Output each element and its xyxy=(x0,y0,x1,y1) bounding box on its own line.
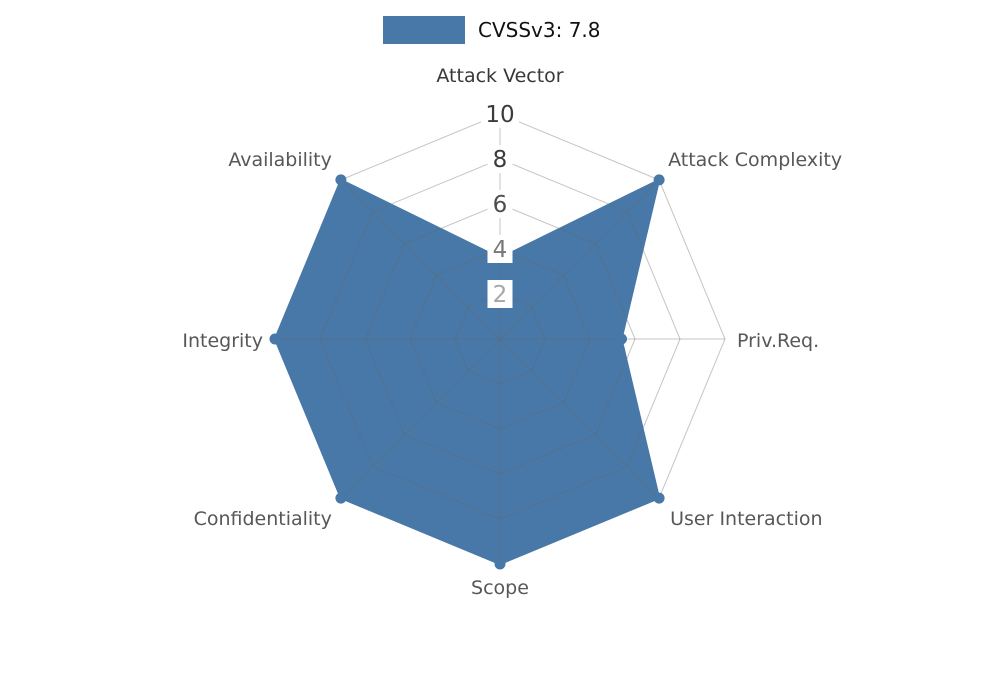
radar-vertex-dot xyxy=(335,174,347,186)
radar-series-fill xyxy=(275,179,660,564)
tick-label: 4 xyxy=(493,237,508,263)
radar-vertex-dot xyxy=(616,333,627,345)
tick-label-box xyxy=(487,280,513,308)
grid-ring xyxy=(364,203,636,475)
grid-spoke xyxy=(499,338,660,499)
tick-label: 6 xyxy=(493,192,508,218)
grid-spoke xyxy=(340,179,501,340)
grid-ring xyxy=(319,158,681,520)
tick-label-box xyxy=(487,190,513,218)
grid-spoke xyxy=(499,179,660,340)
radar-vertex-dot xyxy=(653,174,665,186)
tick-label-box xyxy=(481,100,519,128)
axis-label-attack-complexity: Attack Complexity xyxy=(668,149,842,171)
radar-vertex-dot xyxy=(269,333,281,345)
axis-label-attack-vector: Attack Vector xyxy=(436,65,563,87)
legend-swatch xyxy=(383,16,465,44)
radar-vertex-dot xyxy=(335,492,347,504)
grid-spoke xyxy=(340,338,501,499)
legend: CVSSv3: 7.8 xyxy=(383,16,601,44)
grid-ring xyxy=(409,248,591,430)
tick-label: 10 xyxy=(485,102,514,128)
axis-label-priv-req: Priv.Req. xyxy=(737,330,819,352)
radar-vertex-dot xyxy=(653,492,665,504)
legend-label: CVSSv3: 7.8 xyxy=(478,18,601,42)
tick-label: 2 xyxy=(493,282,508,308)
axis-label-availability: Availability xyxy=(228,149,332,171)
radar-vertex-dot xyxy=(494,558,506,570)
axis-label-scope: Scope xyxy=(471,577,529,599)
axis-label-integrity: Integrity xyxy=(182,330,263,352)
tick-label-box xyxy=(487,145,513,173)
axis-label-user-interaction: User Interaction xyxy=(670,508,822,530)
grid-ring xyxy=(454,293,546,385)
axis-label-confidentiality: Confidentiality xyxy=(194,508,332,530)
tick-label-box xyxy=(487,235,513,263)
tick-label: 8 xyxy=(493,147,508,173)
